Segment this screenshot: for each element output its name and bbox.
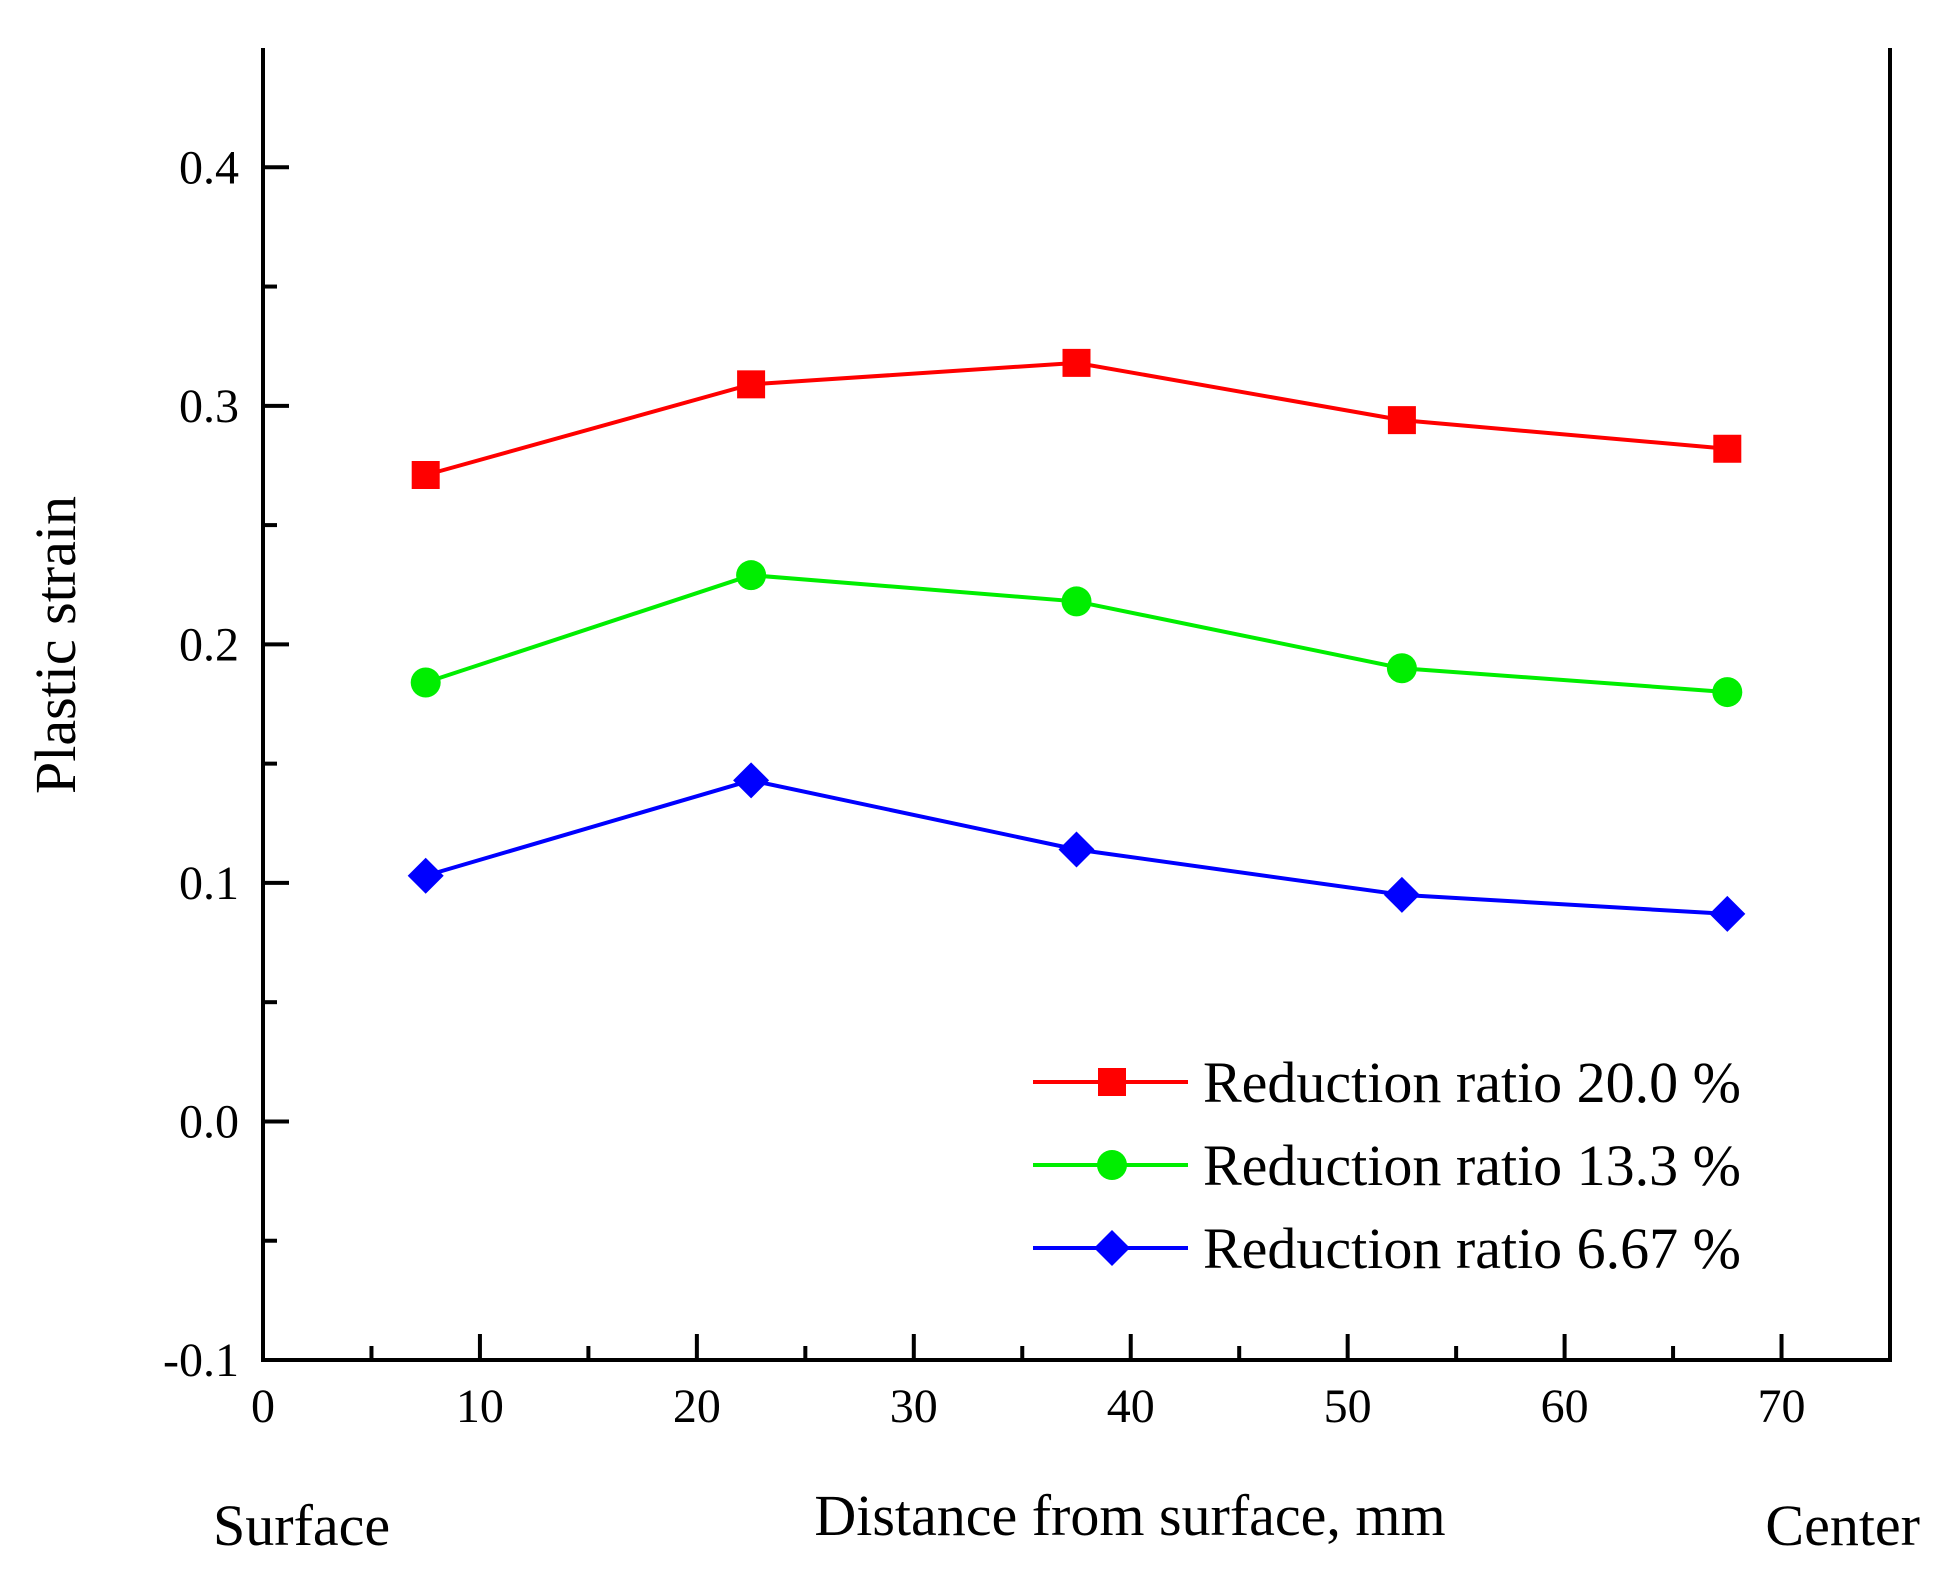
x-tick-label: 20 (673, 1380, 721, 1433)
y-tick-label: 0.4 (179, 141, 239, 194)
data-point (1061, 586, 1092, 617)
x-tick-label: 10 (456, 1380, 504, 1433)
legend-marker (1094, 1230, 1130, 1266)
x-tick-label: 40 (1107, 1380, 1155, 1433)
series (411, 348, 1742, 489)
data-point (1062, 348, 1091, 377)
data-point (1712, 677, 1743, 708)
data-point (1386, 653, 1417, 684)
data-point (733, 762, 770, 799)
legend-label: Reduction ratio 20.0 % (1203, 1050, 1741, 1115)
axis-ticks: 0 10 20 30 40 50 60 70 -0.1 0.0 0.1 0.2 0.3 0.4 (163, 141, 1806, 1433)
y-tick-label: 0.0 (179, 1095, 239, 1148)
y-tick-label: 0.2 (179, 618, 239, 671)
data-point (410, 667, 441, 698)
x-tick-label: 70 (1758, 1380, 1806, 1433)
legend-label: Reduction ratio 6.67 % (1203, 1216, 1741, 1281)
data-point (736, 560, 767, 591)
data-point (1387, 406, 1416, 435)
y-tick-label: -0.1 (163, 1334, 239, 1387)
legend-marker (1097, 1150, 1127, 1180)
data-point (1713, 434, 1742, 463)
data-point (737, 370, 766, 399)
series-line (425, 360, 1728, 477)
x-tick-label: 60 (1541, 1380, 1589, 1433)
plot-frame (261, 48, 1892, 1362)
data-point (1383, 876, 1420, 913)
legend-marker (1098, 1068, 1126, 1096)
series (410, 560, 1743, 708)
data-point (1058, 831, 1095, 868)
data-point (407, 857, 444, 894)
legend-label: Reduction ratio 13.3 % (1203, 1133, 1741, 1198)
series-group (407, 348, 1746, 932)
x-tick-label: 0 (251, 1380, 275, 1433)
center-label: Center (1765, 1493, 1920, 1558)
y-tick-label: 0.3 (179, 380, 239, 433)
x-tick-label: 30 (890, 1380, 938, 1433)
legend-item: Reduction ratio 20.0 % (1033, 1050, 1741, 1115)
y-tick-label: 0.1 (179, 857, 239, 910)
series (407, 762, 1746, 932)
legend: Reduction ratio 20.0 % Reduction ratio 13… (1033, 1050, 1741, 1281)
legend-item: Reduction ratio 6.67 % (1033, 1216, 1741, 1281)
x-axis-title: Distance from surface, mm (814, 1483, 1445, 1548)
y-axis-title: Plastic strain (23, 496, 88, 794)
data-point (411, 460, 440, 489)
legend-item: Reduction ratio 13.3 % (1033, 1133, 1741, 1198)
x-tick-label: 50 (1324, 1380, 1372, 1433)
data-point (1709, 895, 1746, 932)
surface-label: Surface (213, 1493, 390, 1558)
